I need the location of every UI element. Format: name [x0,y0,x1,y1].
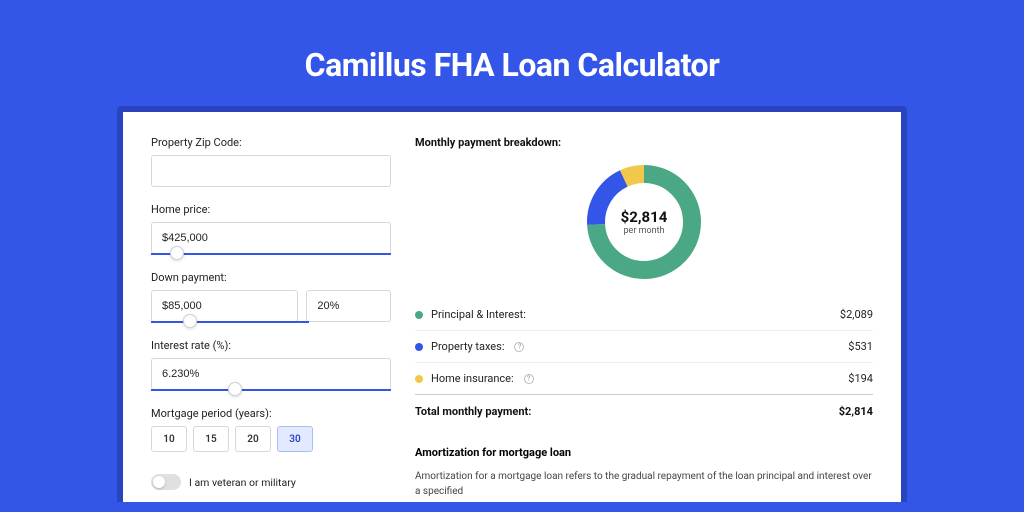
home-price-input[interactable] [151,222,391,254]
legend-label: Property taxes: [431,340,504,353]
legend-dot [415,343,423,351]
breakdown-title: Monthly payment breakdown: [415,136,873,149]
donut-sub: per month [621,226,668,236]
legend: Principal & Interest: $2,089 Property taxe… [415,299,873,395]
period-option-10[interactable]: 10 [151,426,187,452]
card-shadow: Property Zip Code: Home price: Down paym… [117,106,907,502]
legend-left: Home insurance:? [415,372,534,385]
calculator-card: Property Zip Code: Home price: Down paym… [123,112,901,502]
legend-row: Home insurance:? $194 [415,363,873,395]
home-price-slider-thumb[interactable] [170,246,184,260]
total-value: $2,814 [839,405,873,418]
legend-dot [415,375,423,383]
zip-input[interactable] [151,155,391,187]
interest-rate-label: Interest rate (%): [151,339,391,352]
info-icon[interactable]: ? [524,374,534,384]
interest-rate-slider-thumb[interactable] [228,382,242,396]
veteran-toggle-knob [153,476,165,488]
legend-value: $531 [848,340,873,353]
info-icon[interactable]: ? [514,342,524,352]
legend-left: Property taxes:? [415,340,524,353]
period-group: Mortgage period (years): 10152030 [151,407,391,452]
interest-rate-group: Interest rate (%): [151,339,391,391]
legend-label: Principal & Interest: [431,308,526,321]
interest-rate-input[interactable] [151,358,391,390]
interest-rate-slider[interactable] [151,389,391,391]
down-payment-percent-input[interactable] [306,290,391,322]
home-price-group: Home price: [151,203,391,255]
period-label: Mortgage period (years): [151,407,391,420]
donut-center: $2,814 per month [621,208,668,236]
down-payment-slider[interactable] [151,321,309,323]
inputs-column: Property Zip Code: Home price: Down paym… [151,136,391,502]
legend-left: Principal & Interest: [415,308,526,321]
breakdown-column: Monthly payment breakdown: $2,814 per mo… [415,136,873,502]
legend-row: Property taxes:? $531 [415,331,873,363]
page-title: Camillus FHA Loan Calculator [0,0,1024,106]
down-payment-slider-thumb[interactable] [183,314,197,328]
amortization-title: Amortization for mortgage loan [415,446,873,459]
zip-field-group: Property Zip Code: [151,136,391,187]
home-price-label: Home price: [151,203,391,216]
veteran-toggle-label: I am veteran or military [189,476,296,489]
zip-label: Property Zip Code: [151,136,391,149]
period-buttons: 10152030 [151,426,391,452]
period-option-30[interactable]: 30 [277,426,313,452]
legend-dot [415,311,423,319]
donut-chart: $2,814 per month [585,163,703,281]
donut-wrap: $2,814 per month [415,163,873,281]
total-row: Total monthly payment: $2,814 [415,395,873,432]
legend-label: Home insurance: [431,372,514,385]
down-payment-amount-input[interactable] [151,290,298,322]
legend-row: Principal & Interest: $2,089 [415,299,873,331]
total-label: Total monthly payment: [415,405,531,418]
home-price-slider[interactable] [151,253,391,255]
donut-segment [624,174,644,178]
down-payment-group: Down payment: [151,271,391,323]
veteran-toggle-row: I am veteran or military [151,474,391,490]
donut-amount: $2,814 [621,208,668,226]
down-payment-label: Down payment: [151,271,391,284]
legend-value: $2,089 [840,308,873,321]
period-option-15[interactable]: 15 [193,426,229,452]
legend-value: $194 [848,372,873,385]
period-option-20[interactable]: 20 [235,426,271,452]
amortization-text: Amortization for a mortgage loan refers … [415,469,873,499]
veteran-toggle[interactable] [151,474,181,490]
